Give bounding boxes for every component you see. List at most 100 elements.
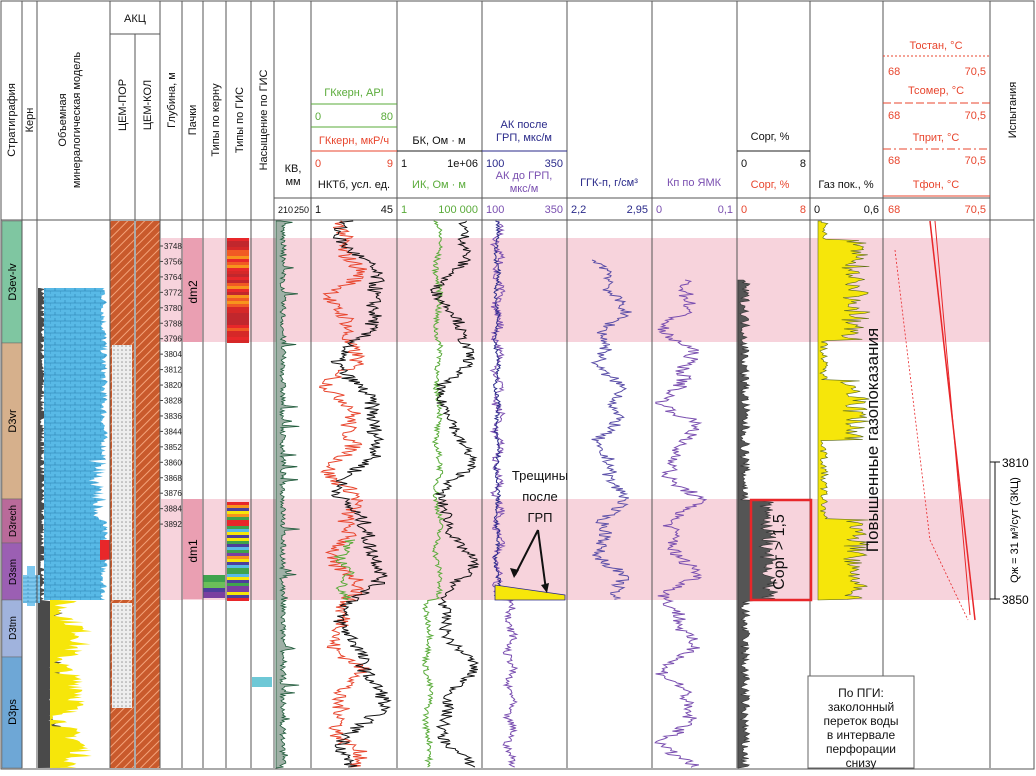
bk-max: 1e+06 (447, 158, 478, 170)
akc-columns (110, 221, 160, 768)
bk-label: БК, Ом · м (412, 135, 465, 147)
ik-min: 1 (401, 204, 407, 216)
header-tests: Испытания (1007, 82, 1019, 139)
ggk-max: 2,95 (627, 204, 648, 216)
corg1-min: 0 (741, 158, 747, 170)
ggk-min: 2,2 (571, 204, 586, 216)
nkt-min: 1 (315, 204, 321, 216)
ak-after-min: 100 (486, 158, 504, 170)
depth-scale: 3748 3756 3764 3772 3780 3788 3796 3804 3812 3820… (160, 242, 182, 529)
header-stratigraphy: Стратиграфия (6, 83, 18, 157)
kv-label: КВ, мм (285, 163, 302, 188)
depth-tick: 3868 (164, 474, 182, 483)
header-types-core: Типы по керну (210, 83, 222, 157)
mineral-model (23, 221, 110, 768)
corg-annotation: Сорг > 1,5 (771, 514, 788, 590)
corg-highlight-box (749, 498, 813, 602)
gas-annotation: Повышенные газопоказания (863, 328, 882, 552)
t-fon-min: 68 (888, 204, 900, 216)
header-mineral-model: Объемная минералогическая модель (57, 52, 83, 189)
ggk-label: ГГК-п, г/см³ (580, 177, 638, 189)
depth-tick: 3796 (164, 335, 182, 344)
depth-tick: 3788 (164, 319, 182, 328)
t-somer-max: 70,5 (965, 110, 986, 122)
corg2-min: 0 (741, 204, 747, 216)
ak-after-max: 350 (545, 158, 563, 170)
band-upper (161, 238, 990, 342)
gas-label: Газ пок., % (818, 179, 873, 191)
test-bottom-depth: 3850 (1002, 593, 1029, 607)
fractures-arrows (514, 529, 547, 591)
t-prit-label: Тприт, °C (913, 132, 960, 144)
depth-tick: 3772 (164, 288, 182, 297)
kv-scale-min: 210 (278, 205, 293, 215)
kp-min: 0 (656, 204, 662, 216)
t-ostan-max: 70,5 (965, 66, 986, 78)
header-depth: Глубина, м (166, 72, 178, 128)
header-types-gis: Типы по ГИС (234, 87, 246, 153)
depth-tick: 3780 (164, 304, 182, 313)
corg1-label: Сорг, % (751, 131, 790, 143)
depth-tick: 3836 (164, 412, 182, 421)
header-packs: Пачки (187, 105, 199, 135)
t-ostan-min: 68 (888, 66, 900, 78)
header-cem-por: ЦЕМ-ПОР (117, 79, 129, 131)
depth-tick: 3844 (164, 427, 182, 436)
depth-tick: 3812 (164, 366, 182, 375)
depth-tick: 3828 (164, 397, 182, 406)
gk-label: ГКкерн, мкР/ч (319, 135, 389, 147)
ak-before-max: 350 (545, 204, 563, 216)
gk-core-max: 80 (381, 111, 393, 123)
nkt-label: НКТб, усл. ед. (318, 179, 390, 191)
depth-tick: 3876 (164, 489, 182, 498)
kp-max: 0,1 (718, 204, 733, 216)
ak-before-min: 100 (486, 204, 504, 216)
gk-core-min: 0 (315, 111, 321, 123)
strat-label-1: D3ev-lv (7, 263, 19, 301)
pgi-annotation: По ПГИ: заколонный переток воды в интервале… (823, 686, 898, 770)
strat-label-4: D3sm (8, 559, 19, 585)
header-core: Керн (24, 108, 36, 133)
saturation-column (252, 677, 272, 687)
depth-tick: 3892 (164, 520, 182, 529)
pack-label-dm1: dm1 (186, 539, 200, 563)
types-gis-column (227, 238, 249, 601)
t-fon-label: Тфон, °C (913, 179, 959, 191)
pack-label-dm2: dm2 (186, 280, 200, 304)
strat-label-3: D3rech (8, 505, 19, 537)
bk-min: 1 (401, 158, 407, 170)
depth-tick: 3748 (164, 242, 182, 251)
t-prit-max: 70,5 (965, 155, 986, 167)
strat-label-6: D3ps (7, 699, 19, 725)
corg2-label: Сорг, % (751, 179, 790, 191)
header-cem-kol: ЦЕМ-КОЛ (142, 80, 154, 130)
test-top-depth: 3810 (1002, 456, 1029, 470)
strat-label-5: D3tm (8, 616, 19, 640)
fractures-annotation: Трещины после ГРП (512, 468, 568, 525)
t-somer-label: Тсомер, °C (908, 85, 964, 97)
t-ostan-label: Тостан, °C (909, 40, 962, 52)
corg1-max: 8 (800, 158, 806, 170)
header-akc: АКЦ (124, 13, 146, 25)
ak-before-label: АК до ГРП, мкс/м (496, 170, 553, 195)
gas-min: 0 (814, 204, 820, 216)
depth-tick: 3884 (164, 505, 182, 514)
ik-label: ИК, Ом · м (412, 179, 466, 191)
nkt-max: 45 (381, 204, 393, 216)
gk-core-label: ГКкерн, API (324, 87, 383, 99)
gas-max: 0,6 (864, 204, 879, 216)
gk-max: 9 (387, 158, 393, 170)
ak-after-label: АК после ГРП, мкс/м (496, 119, 552, 144)
header-saturation: Насыщение по ГИС (258, 70, 270, 171)
depth-tick: 3820 (164, 381, 182, 390)
packs-column: dm2 dm1 (183, 238, 202, 599)
t-prit-min: 68 (888, 155, 900, 167)
depth-tick: 3804 (164, 350, 182, 359)
stratigraphy-column: D3ev-lv D3vr D3rech D3sm D3tm D3ps (1, 220, 23, 769)
depth-tick: 3852 (164, 443, 182, 452)
t-somer-min: 68 (888, 110, 900, 122)
kp-label: Кп по ЯМК (667, 177, 722, 189)
ik-max: 100 000 (438, 204, 478, 216)
